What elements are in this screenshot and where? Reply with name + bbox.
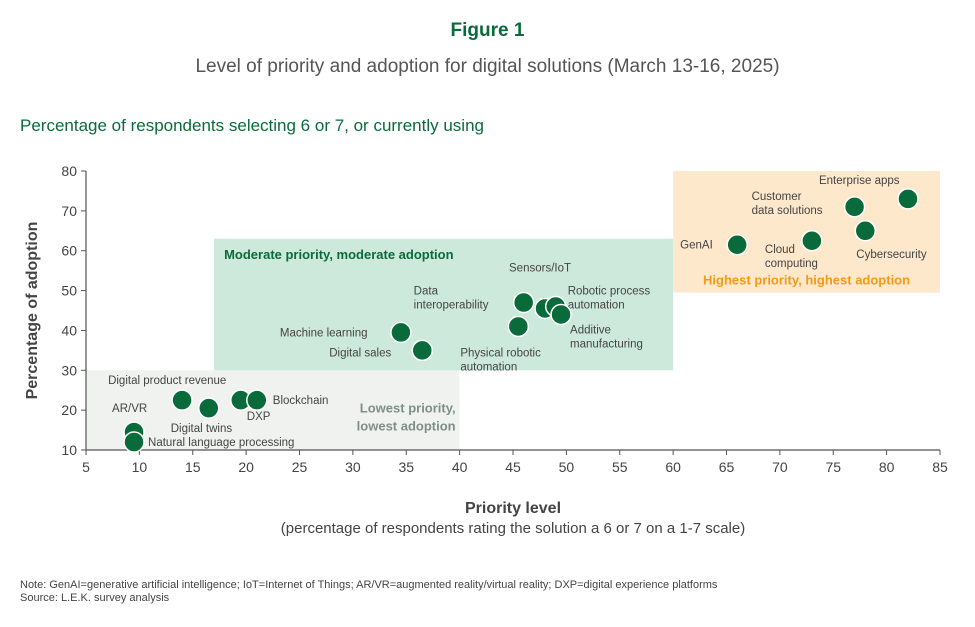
zone-label-low: lowest adoption bbox=[357, 418, 456, 433]
y-tick-label: 30 bbox=[61, 362, 77, 378]
point-label: computing bbox=[765, 258, 818, 270]
point-enterprise-apps bbox=[897, 188, 919, 210]
footnote: Note: GenAI=generative artificial intell… bbox=[20, 579, 717, 605]
zone-moderate bbox=[214, 238, 674, 371]
x-axis-subtitle: (percentage of respondents rating the so… bbox=[281, 520, 745, 537]
point-label: Blockchain bbox=[273, 395, 329, 407]
point-customer-data-solutions bbox=[843, 196, 866, 218]
x-tick-label: 85 bbox=[932, 459, 948, 475]
x-tick-label: 40 bbox=[452, 459, 468, 475]
point-label: Digital sales bbox=[329, 347, 391, 359]
chart-subtitle: Percentage of respondents selecting 6 or… bbox=[20, 116, 484, 135]
point-digital-product-revenue bbox=[171, 389, 193, 411]
point-label: Additive bbox=[570, 324, 611, 336]
point-label: Enterprise apps bbox=[819, 175, 900, 187]
chart-title: Level of priority and adoption for digit… bbox=[195, 56, 780, 77]
x-tick-label: 80 bbox=[879, 459, 895, 475]
point-additive-manufacturing bbox=[550, 303, 572, 326]
x-tick-label: 55 bbox=[612, 459, 628, 475]
x-tick-label: 5 bbox=[82, 459, 90, 475]
x-tick-label: 25 bbox=[292, 459, 308, 475]
point-blockchain bbox=[246, 389, 268, 411]
point-digital-sales bbox=[411, 339, 434, 362]
point-label: automation bbox=[460, 361, 517, 373]
y-tick-label: 60 bbox=[61, 243, 77, 259]
y-tick-label: 40 bbox=[61, 322, 77, 338]
note-text: Note: GenAI=generative artificial intell… bbox=[20, 579, 718, 591]
x-tick-label: 65 bbox=[719, 459, 735, 475]
x-tick-label: 20 bbox=[238, 459, 254, 475]
point-label: AR/VR bbox=[112, 403, 147, 415]
x-tick-label: 30 bbox=[345, 459, 361, 475]
zone-low bbox=[86, 370, 460, 450]
point-label: GenAI bbox=[680, 240, 713, 252]
y-tick-label: 50 bbox=[61, 283, 77, 299]
y-tick-label: 80 bbox=[61, 163, 77, 179]
x-axis-title: Priority level bbox=[465, 500, 561, 517]
point-label: Digital twins bbox=[171, 423, 233, 435]
zone-label-moderate: Moderate priority, moderate adoption bbox=[224, 247, 454, 262]
x-tick-label: 50 bbox=[559, 459, 575, 475]
point-cloud-computing bbox=[801, 230, 823, 252]
point-label: Data bbox=[414, 286, 439, 298]
point-label: Customer bbox=[752, 191, 802, 203]
x-tick-label: 60 bbox=[665, 459, 681, 475]
y-tick-label: 70 bbox=[61, 203, 77, 219]
x-tick-label: 15 bbox=[185, 459, 201, 475]
point-label: Physical robotic bbox=[460, 347, 541, 359]
point-label: interoperability bbox=[414, 300, 489, 312]
y-tick-label: 20 bbox=[61, 402, 77, 418]
point-label: Machine learning bbox=[280, 327, 368, 339]
point-label: Digital product revenue bbox=[108, 375, 226, 387]
point-label: Natural language processing bbox=[148, 437, 294, 449]
point-label: automation bbox=[568, 300, 625, 312]
point-label: DXP bbox=[247, 411, 271, 423]
point-data-interoperability bbox=[512, 291, 535, 314]
x-tick-label: 75 bbox=[825, 459, 841, 475]
point-label: Cybersecurity bbox=[856, 249, 927, 261]
figure-label: Figure 1 bbox=[450, 20, 525, 41]
point-physical-robotic-automation bbox=[507, 315, 530, 338]
point-label: Sensors/IoT bbox=[509, 263, 571, 275]
x-tick-label: 45 bbox=[505, 459, 521, 475]
zone-label-low: Lowest priority, bbox=[360, 400, 456, 415]
point-digital-twins bbox=[198, 397, 220, 419]
point-machine-learning bbox=[390, 321, 412, 344]
point-label: manufacturing bbox=[570, 338, 643, 350]
x-tick-label: 70 bbox=[772, 459, 788, 475]
point-label: Cloud bbox=[765, 244, 795, 256]
point-label: Robotic process bbox=[568, 286, 651, 298]
y-axis-title: Percentage of adoption bbox=[24, 222, 41, 400]
y-tick-label: 10 bbox=[61, 442, 77, 458]
point-genai bbox=[726, 233, 748, 256]
x-tick-label: 35 bbox=[398, 459, 414, 475]
x-tick-label: 10 bbox=[132, 459, 148, 475]
point-natural-language-processing bbox=[123, 431, 145, 453]
source-text: Source: L.E.K. survey analysis bbox=[20, 592, 170, 604]
point-label: data solutions bbox=[752, 205, 823, 217]
point-cybersecurity bbox=[854, 220, 877, 242]
zone-label-high: Highest priority, highest adoption bbox=[703, 273, 910, 288]
